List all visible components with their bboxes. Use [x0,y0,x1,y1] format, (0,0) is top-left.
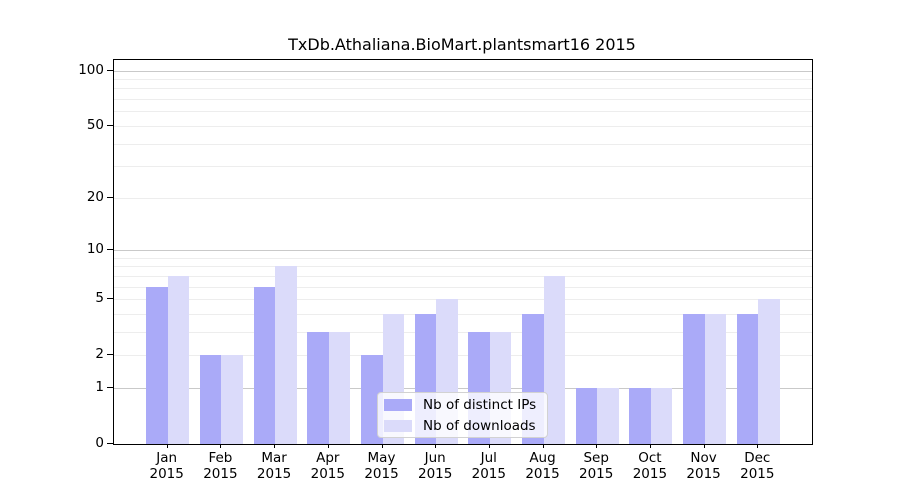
x-tick-jul [488,444,490,448]
gridline-40 [114,143,812,145]
x-tick-label-jan: Jan 2015 [149,450,184,482]
bar-ips-mar [253,286,276,444]
x-tick-may [381,444,383,448]
y-tick-5 [107,298,113,299]
y-tick-label-0: 0 [95,435,104,451]
y-tick-label-50: 50 [86,116,104,133]
gridline-7 [114,275,812,277]
x-tick-jan [166,444,168,448]
bar-ips-feb [199,355,222,444]
gridline-30 [114,166,812,168]
y-tick-20 [107,196,113,198]
bar-downloads-aug [543,275,565,444]
bar-ips-oct [629,387,651,444]
gridline-10 [114,249,812,251]
x-tick-label-mar: Mar 2015 [256,450,292,482]
bar-ips-jan [146,286,168,444]
bar-ips-sep [575,387,598,444]
gridline-3 [114,331,812,333]
bar-ips-nov [683,313,705,444]
x-tick-label-nov: Nov 2015 [686,450,721,482]
legend-item-distinct-ips: Nb of distinct IPs [378,397,547,413]
bar-downloads-jan [167,275,190,444]
y-tick-0 [107,443,113,444]
gridline-50 [114,125,812,127]
gridline-6 [114,286,812,288]
bar-downloads-nov [704,313,727,444]
x-tick-mar [274,444,276,448]
y-tick-label-100: 100 [78,61,104,78]
x-tick-label-oct: Oct 2015 [632,450,668,482]
gridline-8 [114,266,812,268]
x-tick-sep [596,444,598,448]
bar-downloads-sep [597,387,619,444]
legend-swatch-downloads [384,419,412,432]
y-tick-50 [107,124,113,126]
x-tick-apr [327,444,329,448]
y-tick-label-5: 5 [95,290,104,306]
x-tick-aug [542,444,544,448]
x-tick-label-sep: Sep 2015 [579,450,614,482]
x-tick-feb [220,444,222,448]
gridline-5 [114,299,812,300]
bar-downloads-feb [221,355,243,444]
plot-area [113,59,813,445]
x-tick-dec [757,444,759,448]
x-tick-label-jul: Jul 2015 [471,450,506,482]
x-tick-jun [435,444,437,448]
bar-downloads-mar [275,266,297,444]
gridline-20 [114,197,812,199]
legend-label-downloads: Nb of downloads [423,417,536,434]
x-tick-nov [703,444,705,448]
y-tick-label-20: 20 [86,188,104,205]
bar-downloads-apr [328,331,351,444]
y-tick-1 [107,386,113,388]
chart-title: TxDb.Athaliana.BioMart.plantsmart16 2015 [288,35,636,54]
legend: Nb of distinct IPs Nb of downloads [377,392,548,438]
bar-downloads-oct [650,387,673,444]
x-tick-label-may: May 2015 [364,450,399,482]
x-tick-oct [649,444,651,448]
y-tick-2 [107,354,113,356]
gridline-1 [114,387,812,389]
legend-item-downloads: Nb of downloads [378,418,547,434]
gridline-90 [114,78,812,80]
x-tick-label-aug: Aug 2015 [525,450,560,482]
x-tick-label-apr: Apr 2015 [310,450,345,482]
gridline-70 [114,99,812,100]
x-tick-label-dec: Dec 2015 [740,450,775,482]
legend-label-ips: Nb of distinct IPs [423,396,537,413]
gridline-60 [114,111,812,113]
bar-downloads-dec [758,299,780,444]
x-tick-label-feb: Feb 2015 [203,450,238,482]
y-tick-label-1: 1 [95,378,104,395]
gridline-4 [114,313,812,315]
gridline-2 [114,355,812,357]
y-tick-label-10: 10 [86,240,104,257]
bar-ips-dec [736,313,759,444]
y-tick-10 [107,248,113,250]
gridline-9 [114,257,812,259]
x-tick-label-jun: Jun 2015 [418,450,453,482]
y-tick-label-2: 2 [95,346,104,363]
gridline-100 [114,70,812,72]
bar-ips-apr [307,331,329,444]
y-tick-100 [107,69,113,71]
legend-swatch-ips [384,398,412,411]
gridline-80 [114,88,812,90]
